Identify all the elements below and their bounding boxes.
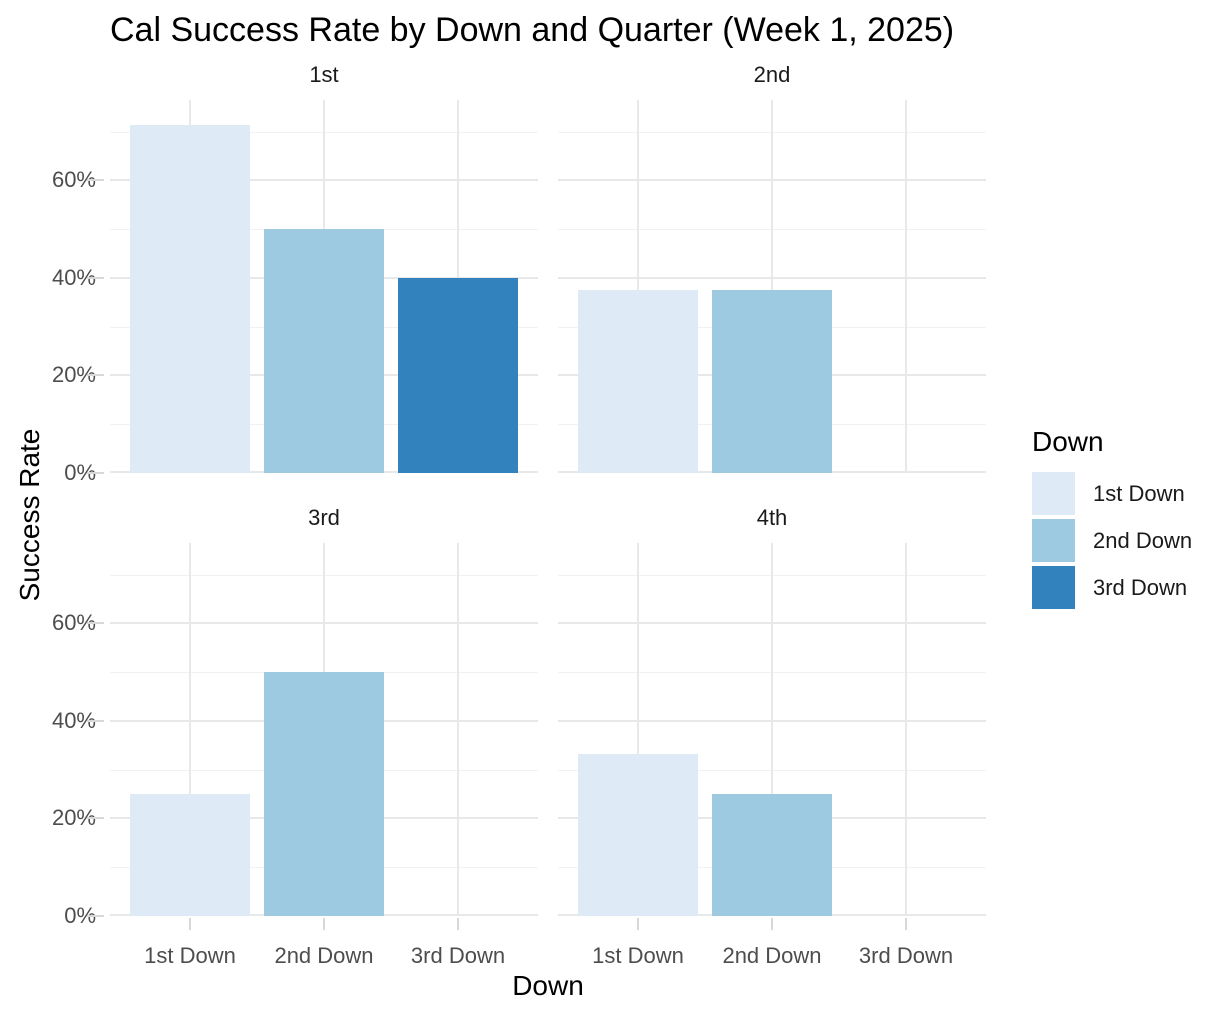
bar-1st-2nd Down — [264, 229, 384, 473]
x-tick-mark — [771, 918, 773, 930]
bar-3rd-2nd Down — [264, 672, 384, 916]
y-tick-label: 40% — [51, 708, 96, 733]
x-tick-label: 3rd Down — [858, 943, 954, 968]
y-tick-label: 60% — [51, 167, 96, 192]
y-tick-mark — [87, 622, 104, 624]
gridline-major-v — [905, 543, 907, 916]
facet-strip-label-1st: 1st — [309, 62, 339, 87]
gridline-major-v — [189, 543, 191, 916]
bar-1st-3rd Down — [398, 278, 518, 473]
gridline-major-v — [637, 100, 639, 473]
y-tick-label: 40% — [51, 265, 96, 290]
facet-panel-3rd — [110, 543, 538, 916]
legend-item: 2nd Down — [1032, 519, 1192, 562]
y-tick-mark — [87, 720, 104, 722]
legend-swatch-2nd-down — [1032, 519, 1075, 562]
legend-label: 1st Down — [1093, 480, 1185, 506]
y-tick-mark — [87, 179, 104, 181]
bar-4th-2nd Down — [712, 794, 832, 916]
y-tick-mark — [87, 472, 104, 474]
bar-4th-1st Down — [578, 754, 698, 916]
facet-panel-2nd — [558, 100, 986, 473]
legend-items: 1st Down 2nd Down 3rd Down — [1032, 472, 1192, 609]
x-tick-mark — [637, 918, 639, 930]
y-tick-label: 0% — [64, 903, 96, 928]
bar-2nd-1st Down — [578, 290, 698, 473]
gridline-major-v — [637, 543, 639, 916]
legend-label: 3rd Down — [1093, 574, 1188, 600]
gridline-major-v — [771, 543, 773, 916]
facet-strip-label-4th: 4th — [756, 505, 788, 530]
y-tick-mark — [87, 817, 104, 819]
x-tick-mark — [323, 918, 325, 930]
facet-strip-label-2nd: 2nd — [753, 62, 791, 87]
x-tick-mark — [457, 918, 459, 930]
facet-strip-label-3rd: 3rd — [308, 505, 340, 530]
bar-1st-1st Down — [130, 125, 250, 473]
bar-2nd-2nd Down — [712, 290, 832, 473]
legend-swatch-1st-down — [1032, 472, 1075, 515]
y-tick-mark — [87, 277, 104, 279]
y-tick-label: 20% — [51, 805, 96, 830]
y-tick-label: 0% — [64, 460, 96, 485]
gridline-major-v — [905, 100, 907, 473]
facet-panel-4th — [558, 543, 986, 916]
legend-swatch-3rd-down — [1032, 566, 1075, 609]
chart-title: Cal Success Rate by Down and Quarter (We… — [110, 11, 955, 49]
bar-3rd-1st Down — [130, 794, 250, 916]
y-tick-label: 20% — [51, 362, 96, 387]
legend-label: 2nd Down — [1093, 527, 1193, 553]
y-axis-title: Success Rate — [14, 428, 45, 602]
facet-panel-1st — [110, 100, 538, 473]
x-tick-mark — [905, 918, 907, 930]
legend-title: Down — [1032, 426, 1104, 457]
legend-item: 1st Down — [1032, 472, 1192, 515]
y-tick-mark — [87, 374, 104, 376]
x-tick-mark — [189, 918, 191, 930]
legend-item: 3rd Down — [1032, 566, 1192, 609]
x-tick-label: 1st Down — [144, 943, 236, 968]
x-tick-label: 2nd Down — [274, 943, 374, 968]
x-axis-title: Down — [512, 970, 584, 1001]
y-tick-mark — [87, 915, 104, 917]
legend: Down 1st Down 2nd Down 3rd Down — [1032, 426, 1192, 613]
gridline-major-v — [771, 100, 773, 473]
x-tick-label: 2nd Down — [722, 943, 822, 968]
x-tick-label: 3rd Down — [410, 943, 506, 968]
y-tick-label: 60% — [51, 610, 96, 635]
gridline-major-v — [457, 543, 459, 916]
x-tick-label: 1st Down — [592, 943, 684, 968]
